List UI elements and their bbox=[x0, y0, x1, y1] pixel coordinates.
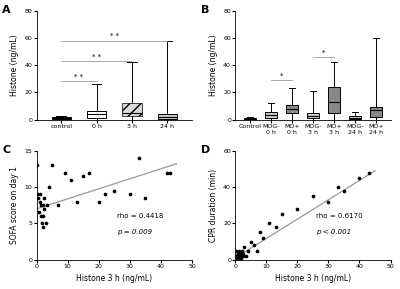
Point bbox=[237, 252, 243, 257]
Text: rho = 0.6170: rho = 0.6170 bbox=[316, 213, 363, 219]
PathPatch shape bbox=[158, 114, 177, 119]
Point bbox=[164, 170, 170, 175]
Point bbox=[234, 252, 241, 257]
Y-axis label: SOFA score on day 1: SOFA score on day 1 bbox=[10, 166, 19, 244]
Point bbox=[39, 221, 45, 226]
Point bbox=[236, 248, 242, 253]
Point bbox=[126, 192, 133, 197]
Point bbox=[325, 199, 332, 204]
Point bbox=[40, 225, 46, 229]
Point bbox=[136, 156, 142, 160]
Text: * *: * * bbox=[110, 33, 119, 39]
Text: C: C bbox=[2, 145, 10, 155]
Text: p < 0.001: p < 0.001 bbox=[316, 229, 351, 235]
Text: A: A bbox=[2, 5, 11, 15]
Point bbox=[260, 236, 266, 240]
Point bbox=[68, 177, 74, 182]
Text: p = 0.009: p = 0.009 bbox=[117, 229, 152, 235]
Point bbox=[233, 254, 239, 258]
Point bbox=[40, 214, 46, 218]
Text: * *: * * bbox=[74, 74, 84, 80]
PathPatch shape bbox=[265, 112, 277, 118]
Point bbox=[41, 196, 48, 200]
Point bbox=[44, 203, 51, 208]
Point bbox=[248, 239, 254, 244]
Point bbox=[167, 170, 174, 175]
Point bbox=[235, 254, 242, 258]
Point bbox=[55, 203, 62, 208]
Point bbox=[240, 254, 246, 258]
Point bbox=[80, 174, 86, 179]
Point bbox=[310, 194, 316, 199]
Point bbox=[243, 254, 249, 258]
Point bbox=[254, 248, 260, 253]
Point bbox=[341, 188, 347, 193]
Point bbox=[238, 250, 244, 255]
PathPatch shape bbox=[328, 87, 340, 113]
Point bbox=[38, 214, 44, 218]
Point bbox=[238, 255, 244, 260]
Point bbox=[240, 252, 246, 257]
Point bbox=[86, 170, 92, 175]
Point bbox=[142, 196, 148, 200]
X-axis label: Histone 3 h (ng/mL): Histone 3 h (ng/mL) bbox=[76, 275, 152, 284]
Point bbox=[241, 245, 248, 249]
PathPatch shape bbox=[286, 105, 298, 114]
Point bbox=[41, 207, 48, 211]
Point bbox=[244, 248, 251, 253]
Point bbox=[111, 188, 118, 193]
Point bbox=[35, 196, 41, 200]
Text: *: * bbox=[280, 73, 283, 79]
Point bbox=[278, 212, 285, 217]
Point bbox=[43, 221, 49, 226]
PathPatch shape bbox=[349, 116, 361, 119]
Point bbox=[266, 221, 272, 226]
Point bbox=[102, 192, 108, 197]
PathPatch shape bbox=[122, 103, 142, 116]
Point bbox=[232, 248, 239, 253]
Text: B: B bbox=[201, 5, 209, 15]
PathPatch shape bbox=[244, 118, 256, 119]
Point bbox=[37, 199, 44, 204]
Point bbox=[257, 230, 263, 235]
X-axis label: Histone 3 h (ng/mL): Histone 3 h (ng/mL) bbox=[275, 275, 351, 284]
Point bbox=[239, 248, 245, 253]
Point bbox=[36, 192, 43, 197]
Point bbox=[61, 170, 68, 175]
Point bbox=[96, 199, 102, 204]
Y-axis label: Histone (ng/mL): Histone (ng/mL) bbox=[10, 34, 19, 96]
PathPatch shape bbox=[87, 111, 106, 118]
Point bbox=[38, 203, 44, 208]
Y-axis label: CPR duration (min): CPR duration (min) bbox=[208, 169, 218, 242]
Point bbox=[234, 255, 240, 260]
Point bbox=[294, 207, 300, 211]
Point bbox=[238, 254, 244, 258]
Y-axis label: Histone (ng/mL): Histone (ng/mL) bbox=[208, 34, 218, 96]
Text: D: D bbox=[201, 145, 210, 155]
Point bbox=[356, 176, 363, 180]
Point bbox=[74, 199, 80, 204]
PathPatch shape bbox=[307, 113, 319, 118]
Point bbox=[34, 163, 40, 168]
Text: * *: * * bbox=[92, 54, 101, 60]
Point bbox=[36, 210, 42, 215]
Text: *: * bbox=[322, 50, 325, 55]
Point bbox=[46, 185, 52, 189]
Point bbox=[366, 170, 372, 175]
Point bbox=[34, 192, 41, 197]
Text: rho = 0.4418: rho = 0.4418 bbox=[117, 213, 164, 219]
Point bbox=[49, 163, 55, 168]
Point bbox=[334, 185, 341, 189]
PathPatch shape bbox=[52, 117, 71, 119]
Point bbox=[251, 243, 257, 247]
Point bbox=[40, 203, 46, 208]
Point bbox=[237, 255, 243, 260]
Point bbox=[272, 225, 279, 229]
PathPatch shape bbox=[370, 107, 382, 117]
